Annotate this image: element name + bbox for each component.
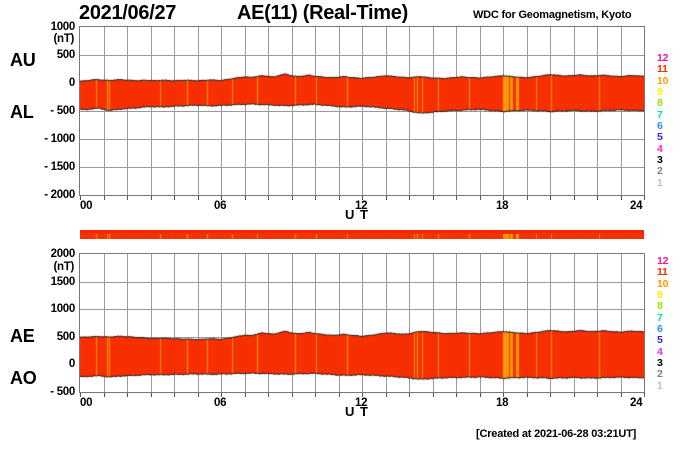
y-tick-label: 2000 [19, 248, 75, 260]
x-tick-label: 18 [496, 200, 508, 212]
page-date: 2021/06/27 [79, 2, 176, 25]
x-axis-tick [104, 196, 105, 200]
x-tick-label: 18 [496, 397, 508, 409]
x-axis-tick [597, 196, 598, 200]
x-axis-tick [198, 196, 199, 200]
ae-index-plot-page: 2021/06/27 AE(11) (Real-Time) WDC for Ge… [0, 0, 700, 450]
x-axis-tick [433, 393, 434, 397]
au-al-data-area [80, 27, 644, 195]
x-axis-tick [315, 196, 316, 200]
creation-timestamp: [Created at 2021-06-28 03:21UT] [476, 428, 636, 440]
x-axis-tick [127, 393, 128, 397]
x-axis-tick [574, 196, 575, 200]
x-axis-tick [268, 196, 269, 200]
x-axis-tick [621, 196, 622, 200]
x-axis-tick [292, 196, 293, 200]
ae-ao-data-area [80, 254, 644, 392]
x-axis-tick [409, 393, 410, 397]
x-axis-tick [644, 393, 645, 397]
x-axis-tick [198, 393, 199, 397]
legend-entry-11: 11 [657, 267, 681, 278]
x-axis-tick [433, 196, 434, 200]
y-tick-label: 0 [19, 77, 75, 89]
x-tick-label: 06 [214, 200, 226, 212]
x-axis-tick [339, 196, 340, 200]
series-label-au: AU [10, 50, 35, 71]
x-axis-tick [527, 393, 528, 397]
x-axis-tick [597, 393, 598, 397]
x-axis-tick [386, 393, 387, 397]
series-label-al: AL [10, 102, 33, 123]
x-axis-tick [480, 393, 481, 397]
ae-ao-legend: 121110987654321 [657, 256, 681, 392]
x-axis-tick [621, 393, 622, 397]
x-axis-tick [480, 196, 481, 200]
au-al-legend: 121110987654321 [657, 53, 681, 189]
x-tick-label: 00 [80, 200, 92, 212]
x-axis-tick [550, 196, 551, 200]
x-axis-tick [292, 393, 293, 397]
x-axis-tick [409, 196, 410, 200]
x-tick-label: 24 [630, 397, 642, 409]
x-axis-tick [456, 393, 457, 397]
x-tick-label: 06 [214, 397, 226, 409]
organization-credit: WDC for Geomagnetism, Kyoto [473, 9, 631, 21]
y-tick-label: 1500 [19, 276, 75, 288]
x-axis-tick [456, 196, 457, 200]
y-tick-label: - 1500 [19, 161, 75, 173]
page-title: AE(11) (Real-Time) [237, 2, 408, 25]
x-axis-tick [245, 393, 246, 397]
au-al-x-axis-title: U T [345, 207, 369, 222]
x-axis-tick [339, 393, 340, 397]
x-axis-tick [104, 393, 105, 397]
x-axis-tick [151, 196, 152, 200]
ae-ao-y-unit: (nT) [24, 261, 74, 273]
x-axis-tick [386, 196, 387, 200]
legend-entry-11: 11 [657, 64, 681, 75]
x-axis-tick [151, 393, 152, 397]
legend-entry-1: 1 [657, 178, 681, 189]
x-axis-tick [550, 393, 551, 397]
x-axis-tick [174, 196, 175, 200]
legend-entry-1: 1 [657, 381, 681, 392]
series-label-ae: AE [10, 326, 34, 347]
y-tick-label: 1000 [19, 303, 75, 315]
ae-ao-x-axis-title: U T [345, 404, 369, 419]
x-axis-tick [644, 196, 645, 200]
x-axis-tick [245, 196, 246, 200]
x-axis-tick [574, 393, 575, 397]
series-label-ao: AO [10, 368, 36, 389]
x-tick-label: 24 [630, 200, 642, 212]
x-axis-tick [127, 196, 128, 200]
au-al-y-unit: (nT) [24, 33, 74, 45]
y-tick-label: 1000 [19, 21, 75, 33]
data-availability-strip [80, 230, 644, 239]
x-axis-tick [315, 393, 316, 397]
y-tick-label: - 2000 [19, 189, 75, 201]
x-axis-tick [268, 393, 269, 397]
x-axis-tick [527, 196, 528, 200]
x-tick-label: 00 [80, 397, 92, 409]
y-tick-label: - 1000 [19, 133, 75, 145]
x-axis-tick [174, 393, 175, 397]
